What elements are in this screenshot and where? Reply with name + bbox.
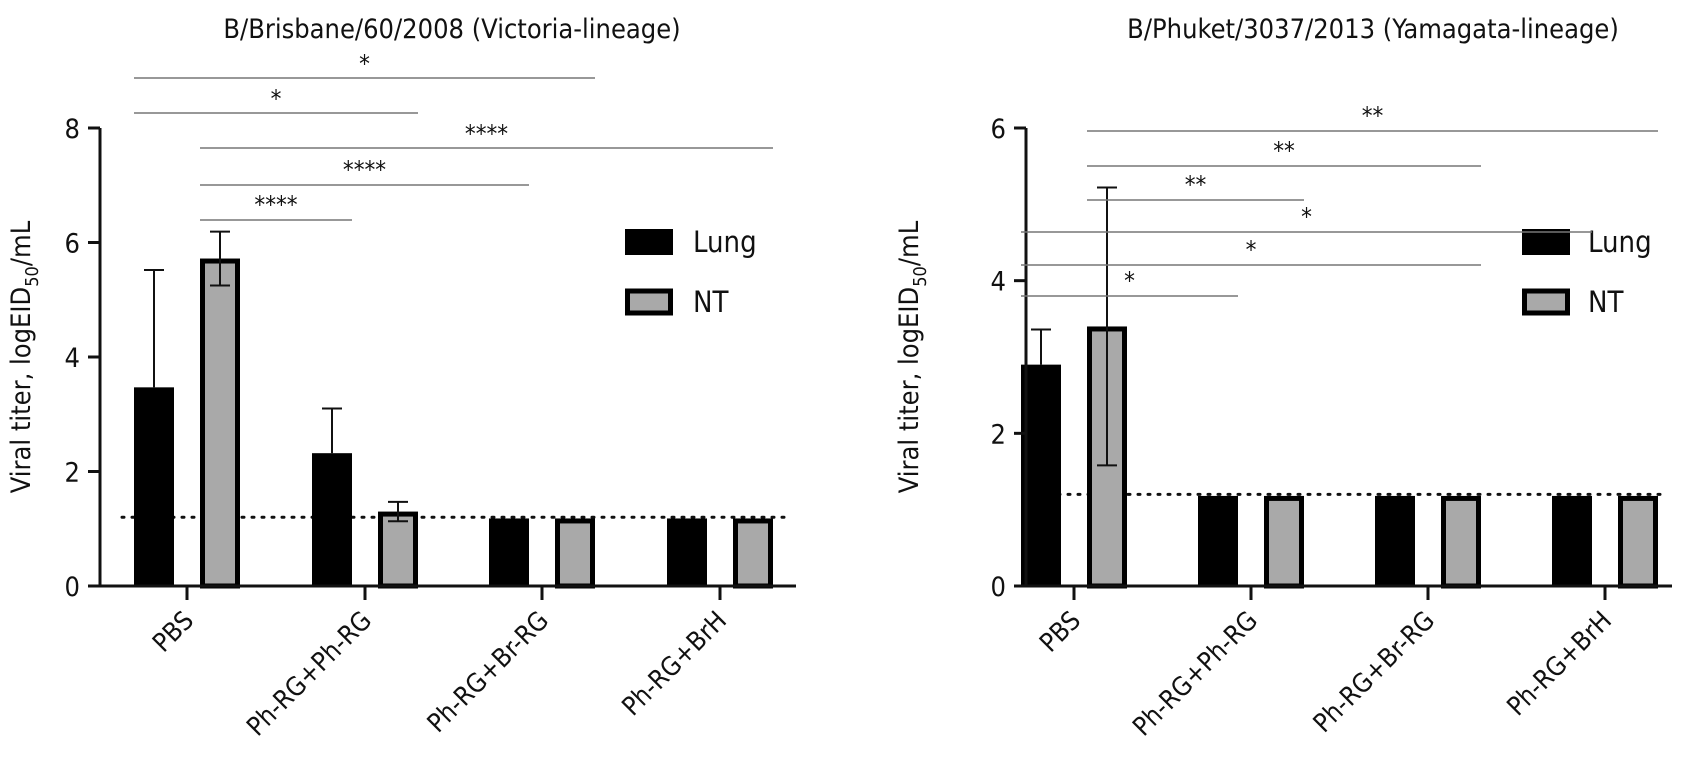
legend-label-lung: Lung (1588, 225, 1652, 259)
x-tick-label-3: Ph-RG+Br-RG (1308, 606, 1441, 739)
bar-lung-2 (312, 453, 352, 586)
significance-label-3: ** (1185, 171, 1207, 199)
bar-lung-1 (134, 387, 174, 586)
significance-label-2: ** (1273, 137, 1295, 165)
bar-lung-4 (1552, 495, 1592, 586)
y-axis-label-main: Viral titer, logEID (6, 287, 37, 493)
significance-label-5: **** (254, 191, 297, 219)
legend-swatch-lung (1522, 229, 1570, 255)
bar-nt-4 (733, 518, 773, 589)
legend-swatch-lung (625, 229, 673, 255)
y-axis-label-main: Viral titer, logEID (894, 287, 925, 493)
significance-label-5: * (1246, 236, 1257, 264)
significance-label-3: **** (465, 120, 508, 148)
bar-nt-4 (1618, 495, 1658, 589)
chart-title: B/Phuket/3037/2013 (Yamagata-lineage) (1127, 14, 1619, 45)
bar-nt-2 (1264, 495, 1304, 589)
legend-label-lung: Lung (693, 225, 757, 259)
y-tick-label-8: 8 (65, 114, 80, 145)
x-tick-label-1: PBS (147, 606, 200, 659)
chart-panel-1: B/Brisbane/60/2008 (Victoria-lineage) Vir… (6, 14, 796, 742)
x-tick-label-3: Ph-RG+Br-RG (422, 606, 555, 739)
y-axis-label-subscript: 50 (22, 266, 43, 287)
x-tick-label-2: Ph-RG+Ph-RG (241, 606, 378, 743)
legend-swatch-nt (1522, 288, 1570, 316)
y-tick-label-0: 0 (65, 572, 80, 603)
x-tick-label-2: Ph-RG+Ph-RG (1127, 606, 1264, 743)
legend-swatch-nt (625, 288, 673, 316)
bar-lung-4 (667, 518, 707, 586)
chart-title: B/Brisbane/60/2008 (Victoria-lineage) (223, 14, 680, 45)
x-tick-label-1: PBS (1034, 606, 1087, 659)
y-axis-label-unit: /mL (894, 220, 925, 266)
bar-lung-2 (1198, 495, 1238, 586)
y-tick-label-4: 4 (991, 267, 1006, 298)
y-axis-label: Viral titer, logEID50/mL (6, 220, 43, 493)
y-axis-label-unit: /mL (6, 220, 37, 266)
y-tick-label-0: 0 (991, 572, 1006, 603)
legend-label-nt: NT (693, 285, 730, 319)
bar-nt-2 (378, 511, 418, 589)
y-tick-label-4: 4 (65, 343, 80, 374)
bar-nt-1 (200, 258, 240, 589)
significance-label-2: * (271, 85, 282, 113)
chart-panel-2: B/Phuket/3037/2013 (Yamagata-lineage) Vir… (894, 14, 1672, 742)
y-axis-label: Viral titer, logEID50/mL (894, 220, 931, 493)
significance-label-1: * (359, 50, 370, 78)
significance-label-1: ** (1362, 102, 1384, 130)
significance-label-4: **** (343, 156, 386, 184)
x-tick-label-4: Ph-RG+BrH (617, 606, 733, 722)
bar-nt-3 (555, 518, 595, 589)
y-tick-label-6: 6 (65, 229, 80, 260)
legend-label-nt: NT (1588, 285, 1625, 319)
significance-label-4: * (1301, 203, 1312, 231)
y-tick-label-2: 2 (65, 458, 80, 489)
significance-label-6: * (1124, 267, 1135, 295)
bar-lung-3 (1375, 495, 1415, 586)
y-axis-label-subscript: 50 (910, 266, 931, 287)
y-tick-label-2: 2 (991, 419, 1006, 450)
x-tick-label-4: Ph-RG+BrH (1502, 606, 1618, 722)
bar-lung-3 (489, 518, 529, 586)
bar-lung-1 (1021, 364, 1061, 586)
y-tick-label-6: 6 (991, 114, 1006, 145)
bar-nt-3 (1441, 495, 1481, 589)
